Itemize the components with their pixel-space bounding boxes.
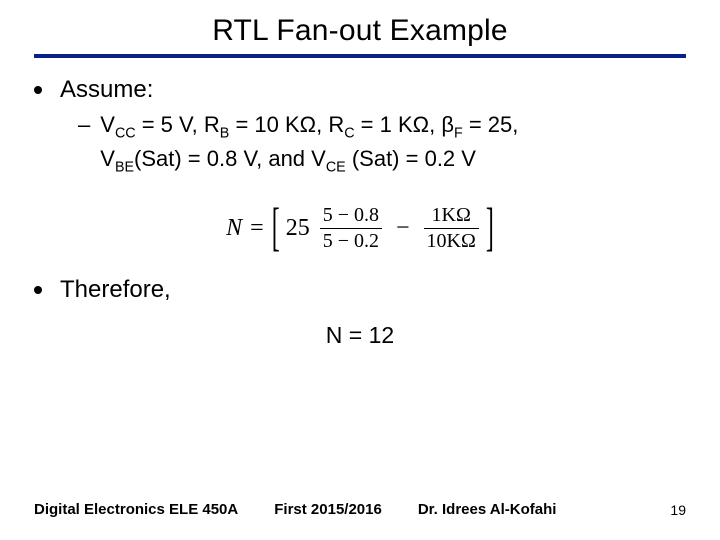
eq-frac1: 5 − 0.8 5 − 0.2 — [320, 205, 382, 252]
slide: RTL Fan-out Example Assume: – VCC = 5 V,… — [0, 0, 720, 540]
eq-minus: − — [396, 215, 410, 242]
vce-sub: CE — [326, 159, 346, 175]
vce-var: V — [311, 146, 326, 171]
vbe-post: (Sat) = 0.8 V, and — [134, 146, 311, 171]
eq-content: 25 5 − 0.8 5 − 0.2 − 1KΩ 10KΩ — [283, 205, 483, 252]
eq-equals: = — [250, 215, 264, 242]
bullet-assume: Assume: — [34, 76, 686, 104]
vce-post: (Sat) = 0.2 V — [346, 146, 476, 171]
bullet-dot-icon — [34, 286, 42, 294]
bf-val: = 25, — [463, 112, 519, 137]
eq-coef: 25 — [286, 215, 310, 242]
rc-sub: C — [344, 125, 354, 141]
vcc-sub: CC — [115, 125, 136, 141]
vbe-var: V — [100, 146, 115, 171]
bf-var: β — [441, 112, 454, 137]
bf-sub: F — [454, 125, 463, 141]
fraction-bar-icon — [320, 228, 382, 229]
footer-prof: Dr. Idrees Al-Kofahi — [418, 501, 557, 518]
vcc-var: V — [100, 112, 115, 137]
eq-frac2-num: 1KΩ — [429, 205, 474, 226]
dash-icon: – — [78, 110, 90, 140]
result-text: N = 12 — [34, 322, 686, 349]
equation: N = [ 25 5 − 0.8 5 − 0.2 − 1KΩ 10KΩ ] — [226, 205, 494, 252]
equation-block: N = [ 25 5 − 0.8 5 − 0.2 − 1KΩ 10KΩ ] — [34, 205, 686, 252]
therefore-label: Therefore, — [60, 276, 171, 304]
footer-left: Digital Electronics ELE 450A First 2015/… — [34, 501, 556, 518]
rc-val: = 1 KΩ, — [355, 112, 442, 137]
title-underline — [34, 54, 686, 58]
footer: Digital Electronics ELE 450A First 2015/… — [0, 501, 720, 518]
rb-val: = 10 KΩ, — [229, 112, 328, 137]
vcc-val: = 5 V, — [136, 112, 204, 137]
bullet-therefore: Therefore, — [34, 276, 686, 304]
rb-var: R — [204, 112, 220, 137]
fraction-bar-icon — [424, 228, 479, 229]
assume-label: Assume: — [60, 76, 153, 104]
footer-course: Digital Electronics ELE 450A — [34, 501, 238, 518]
assumption-line: – VCC = 5 V, RB = 10 KΩ, RC = 1 KΩ, βF =… — [78, 110, 686, 177]
left-bracket-icon: [ — [272, 202, 280, 255]
eq-frac2: 1KΩ 10KΩ — [424, 205, 479, 252]
slide-title: RTL Fan-out Example — [34, 14, 686, 48]
eq-frac2-den: 10KΩ — [424, 231, 479, 252]
eq-frac1-den: 5 − 0.2 — [320, 231, 382, 252]
rc-var: R — [328, 112, 344, 137]
eq-frac1-num: 5 − 0.8 — [320, 205, 382, 226]
rb-sub: B — [220, 125, 230, 141]
eq-N: N — [226, 215, 242, 242]
bullet-dot-icon — [34, 86, 42, 94]
footer-term: First 2015/2016 — [274, 501, 382, 518]
right-bracket-icon: ] — [486, 202, 494, 255]
assumption-text: VCC = 5 V, RB = 10 KΩ, RC = 1 KΩ, βF = 2… — [100, 110, 518, 177]
vbe-sub: BE — [115, 159, 134, 175]
footer-page: 19 — [670, 502, 686, 518]
